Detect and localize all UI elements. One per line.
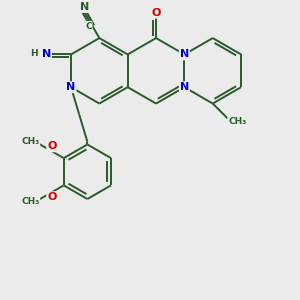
Text: O: O bbox=[47, 141, 57, 152]
Text: N: N bbox=[66, 82, 76, 92]
Text: N: N bbox=[80, 2, 89, 12]
Text: O: O bbox=[152, 8, 161, 18]
Text: N: N bbox=[180, 82, 189, 92]
Text: CH₃: CH₃ bbox=[21, 197, 40, 206]
Text: C: C bbox=[85, 22, 92, 31]
Text: CH₃: CH₃ bbox=[21, 137, 40, 146]
Text: N: N bbox=[42, 50, 51, 59]
Text: H: H bbox=[30, 49, 38, 58]
Text: O: O bbox=[47, 192, 57, 202]
Text: CH₃: CH₃ bbox=[228, 117, 246, 126]
Text: N: N bbox=[180, 50, 189, 59]
